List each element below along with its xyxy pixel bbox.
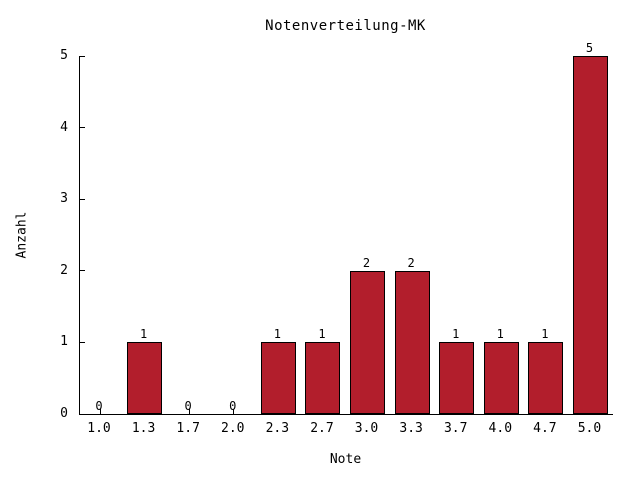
x-tick-label: 2.3 (265, 421, 290, 436)
x-tick-label: 1.3 (131, 421, 156, 436)
x-tick-label: 3.0 (354, 421, 379, 436)
x-tick-label: 2.7 (310, 421, 334, 436)
bar (305, 342, 341, 414)
x-tick-label: 5.0 (577, 421, 602, 436)
x-tick-label: 2.0 (221, 421, 245, 436)
bar (260, 342, 296, 414)
bar-value-label: 1 (318, 327, 326, 342)
x-tick-label: 1.7 (176, 421, 200, 436)
bar-value-label: 1 (496, 327, 504, 342)
bar-value-label: 0 (229, 399, 237, 413)
bar (528, 342, 564, 414)
x-tick-label: 1.0 (87, 421, 111, 436)
bar (483, 342, 519, 414)
y-tick-label: 3 (60, 191, 68, 207)
bar-value-label: 2 (362, 255, 371, 270)
x-tick-label: 4.7 (533, 421, 557, 436)
x-axis-title: Note (329, 452, 362, 467)
x-tick-label: 3.7 (443, 421, 468, 436)
x-tick (233, 409, 235, 414)
bar-value-label: 2 (407, 255, 415, 270)
bar-value-label: 1 (452, 327, 460, 342)
bar-value-label: 5 (585, 41, 594, 55)
y-axis-title: Anzahl (14, 211, 30, 259)
chart-title: Notenverteilung-MK (265, 18, 426, 34)
bar (439, 342, 475, 414)
x-tick (188, 409, 190, 414)
x-tick-label: 3.3 (399, 421, 423, 436)
bar (127, 342, 163, 414)
y-tick (80, 341, 85, 343)
y-tick (80, 55, 85, 57)
y-tick-label: 0 (60, 406, 68, 421)
y-tick-label: 5 (60, 48, 68, 63)
bar-value-label: 0 (95, 399, 103, 413)
y-tick (80, 198, 85, 200)
bar (350, 270, 386, 414)
y-tick-label: 1 (60, 334, 68, 350)
y-tick (80, 270, 85, 272)
bar-value-label: 1 (273, 327, 281, 342)
y-tick (80, 413, 85, 415)
plot-area (79, 55, 613, 415)
y-tick (80, 127, 85, 129)
y-tick-label: 2 (60, 262, 68, 278)
bar-value-label: 1 (139, 327, 148, 342)
bar-value-label: 1 (541, 327, 549, 342)
bar (572, 56, 608, 414)
y-tick-label: 4 (60, 119, 68, 135)
bar (394, 270, 430, 414)
x-tick-label: 4.0 (488, 421, 513, 436)
x-tick (99, 409, 101, 414)
bar-value-label: 0 (184, 399, 192, 413)
